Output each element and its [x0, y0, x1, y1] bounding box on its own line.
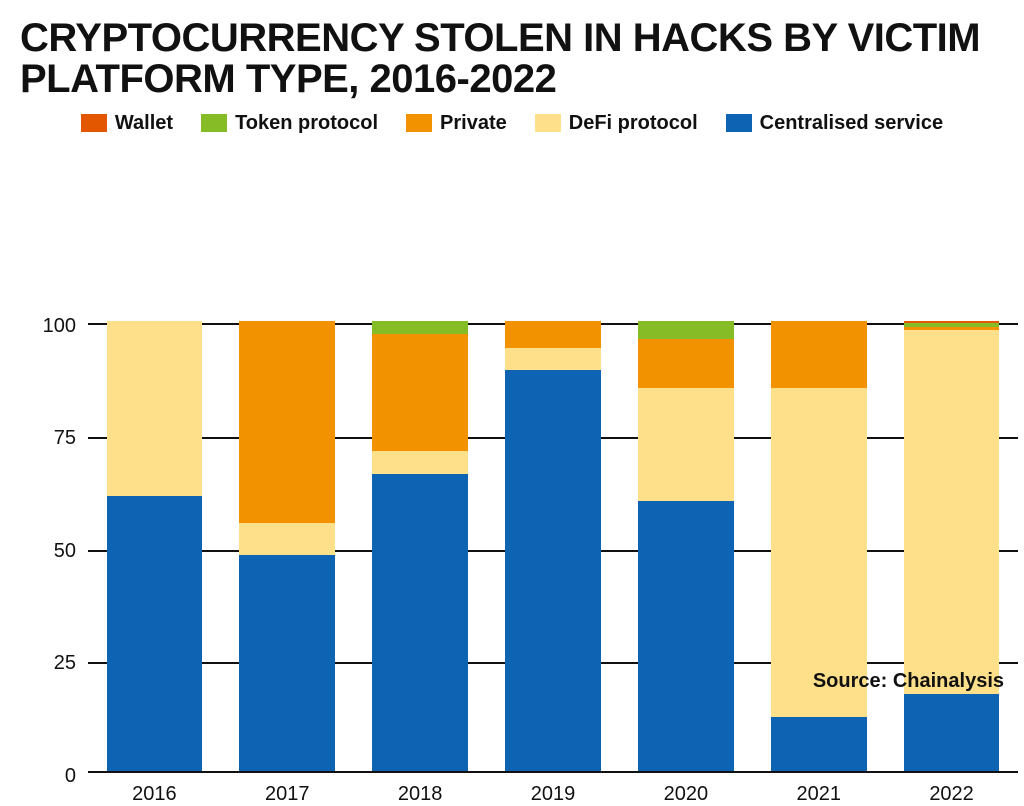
stacked-bar — [771, 321, 867, 771]
bar-segment — [638, 388, 734, 501]
bar-group — [372, 325, 468, 771]
x-axis-tick-label: 2017 — [265, 783, 310, 806]
bar-segment — [771, 388, 867, 717]
legend-label: DeFi protocol — [569, 112, 698, 135]
bar-segment — [239, 555, 335, 771]
x-axis-tick-label: 2018 — [398, 783, 443, 806]
bar-segment — [904, 330, 1000, 695]
bar-segment — [372, 474, 468, 771]
stacked-bar — [638, 321, 734, 771]
x-axis-tick-label: 2022 — [929, 783, 974, 806]
bar-segment — [372, 451, 468, 474]
y-axis-tick-label: 75 — [20, 427, 76, 450]
legend-item: Centralised service — [726, 112, 943, 135]
stacked-bar — [372, 321, 468, 771]
bar-group — [638, 325, 734, 771]
x-axis-tick-label: 2016 — [132, 783, 177, 806]
bar-segment — [771, 321, 867, 389]
bar-segment — [904, 694, 1000, 771]
legend-item: Token protocol — [201, 112, 378, 135]
bar-segment — [638, 501, 734, 771]
stacked-bar — [239, 321, 335, 771]
bar-segment — [638, 321, 734, 339]
chart-container: CRYPTOCURRENCY STOLEN IN HACKS BY VICTIM… — [0, 0, 1024, 717]
legend-swatch — [406, 114, 432, 132]
legend-item: Private — [406, 112, 507, 135]
bar-segment — [372, 334, 468, 451]
legend-item: DeFi protocol — [535, 112, 698, 135]
chart-title: CRYPTOCURRENCY STOLEN IN HACKS BY VICTIM… — [20, 18, 1004, 100]
stacked-bar — [904, 321, 1000, 771]
title-line-1: CRYPTOCURRENCY STOLEN IN HACKS BY VICTIM — [20, 16, 980, 60]
y-axis-tick-label: 100 — [20, 315, 76, 338]
bar-segment — [505, 348, 601, 371]
plot-area: 02550751002016201720182019202020212022 — [88, 323, 1018, 773]
bar-group — [771, 325, 867, 771]
bar-segment — [107, 321, 203, 497]
legend-swatch — [81, 114, 107, 132]
y-axis-tick-label: 0 — [20, 765, 76, 788]
bar-segment — [505, 321, 601, 348]
legend-label: Centralised service — [760, 112, 943, 135]
bar-segment — [239, 523, 335, 555]
bar-group — [505, 325, 601, 771]
bar-segment — [107, 496, 203, 771]
x-axis-tick-label: 2019 — [531, 783, 576, 806]
x-axis-tick-label: 2020 — [664, 783, 709, 806]
bar-segment — [372, 321, 468, 335]
bar-group — [239, 325, 335, 771]
y-axis-tick-label: 50 — [20, 540, 76, 563]
bar-group — [107, 325, 203, 771]
y-axis-tick-label: 25 — [20, 652, 76, 675]
legend: Wallet Token protocol Private DeFi protocol… — [20, 112, 1004, 135]
bar-segment — [638, 339, 734, 389]
legend-label: Private — [440, 112, 507, 135]
stacked-bar — [107, 321, 203, 771]
legend-label: Wallet — [115, 112, 173, 135]
bar-segment — [239, 321, 335, 524]
bar-segment — [505, 370, 601, 771]
legend-swatch — [535, 114, 561, 132]
legend-swatch — [201, 114, 227, 132]
legend-item: Wallet — [81, 112, 173, 135]
source-attribution: Source: Chainalysis — [813, 670, 1004, 693]
stacked-bar — [505, 321, 601, 771]
x-axis-tick-label: 2021 — [796, 783, 841, 806]
bar-segment — [771, 717, 867, 771]
legend-label: Token protocol — [235, 112, 378, 135]
legend-swatch — [726, 114, 752, 132]
title-line-2: PLATFORM TYPE, 2016-2022 — [20, 57, 556, 101]
bar-group — [904, 325, 1000, 771]
